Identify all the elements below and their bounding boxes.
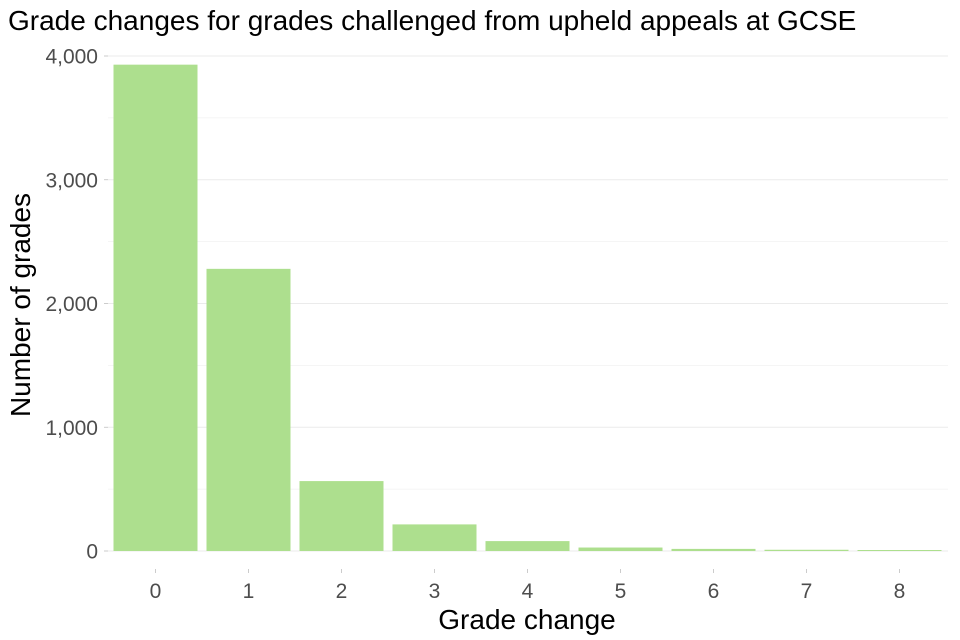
bar-1 — [206, 268, 291, 551]
bar-5 — [578, 547, 663, 551]
x-tick-label: 6 — [708, 580, 720, 603]
y-axis-title: Number of grades — [5, 193, 36, 417]
bar-6 — [671, 548, 756, 551]
x-tick-label: 7 — [801, 580, 813, 603]
x-tick-label: 8 — [894, 580, 906, 603]
x-tick-label: 1 — [243, 580, 255, 603]
y-tick-label: 4,000 — [45, 46, 98, 69]
x-axis-title: Grade change — [438, 604, 615, 635]
y-tick-label: 2,000 — [45, 293, 98, 316]
chart-title: Grade changes for grades challenged from… — [8, 5, 856, 36]
bars — [113, 64, 942, 551]
bar-3 — [392, 524, 477, 551]
x-tick-label: 4 — [522, 580, 534, 603]
bar-8 — [857, 550, 942, 551]
x-tick-label: 2 — [336, 580, 348, 603]
bar-4 — [485, 541, 570, 551]
y-tick-label: 1,000 — [45, 417, 98, 440]
x-axis-ticks: 0 1 2 3 4 5 6 7 8 — [150, 569, 906, 603]
x-tick-label: 3 — [429, 580, 441, 603]
x-tick-label: 0 — [150, 580, 162, 603]
bar-7 — [764, 549, 849, 551]
y-tick-label: 3,000 — [45, 169, 98, 192]
y-axis-ticks: 0 1,000 2,000 3,000 4,000 — [45, 46, 108, 564]
x-tick-label: 5 — [615, 580, 627, 603]
y-tick-label: 0 — [86, 541, 98, 564]
bar-2 — [299, 481, 384, 551]
bar-0 — [113, 64, 198, 551]
